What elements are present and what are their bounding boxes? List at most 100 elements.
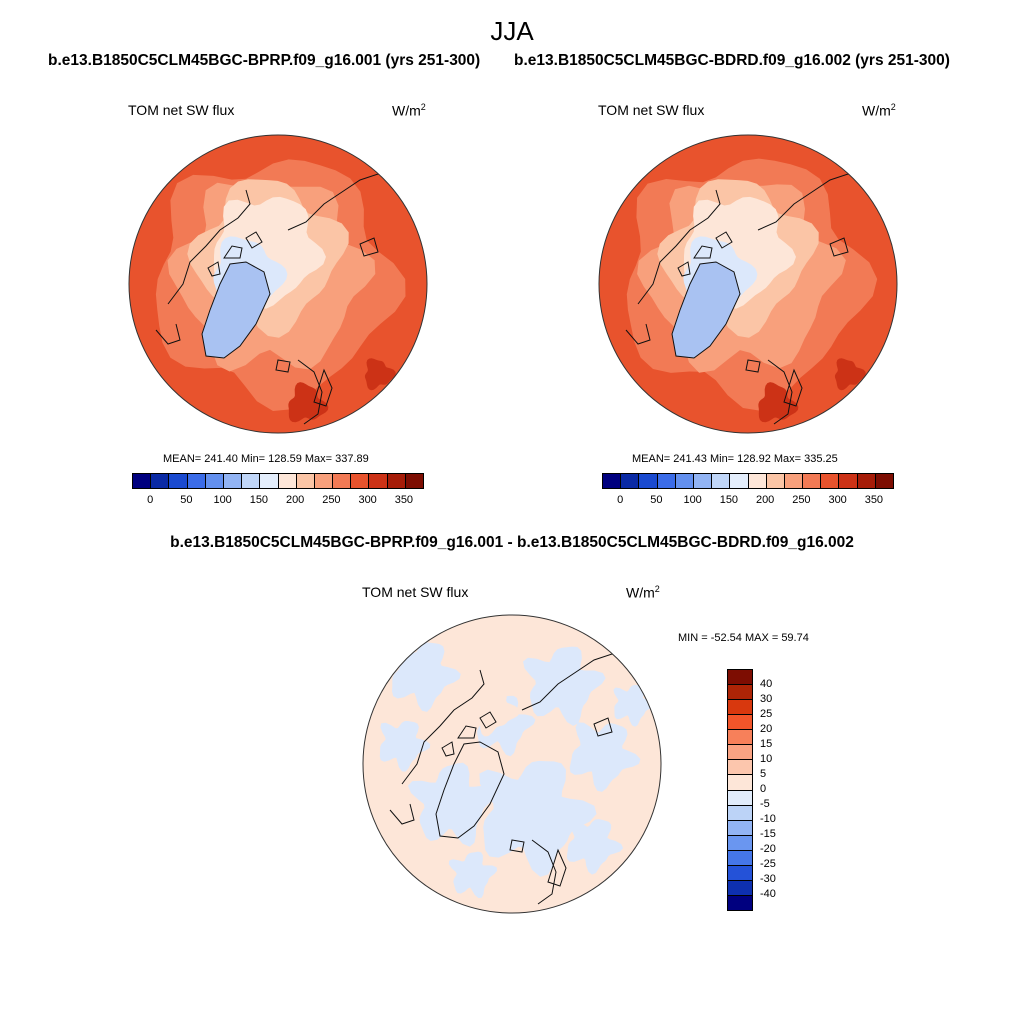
coastline: [745, 237, 849, 373]
coastline: [389, 803, 415, 825]
coastline: [297, 359, 333, 425]
coastline: [637, 189, 721, 305]
colorbar-diff-tick-label: 10: [760, 753, 773, 765]
season-title: JJA: [490, 16, 534, 46]
colorbar-right: [602, 473, 894, 489]
colorbar-diff-swatch: [728, 865, 752, 881]
colorbar-right-swatch: [621, 474, 640, 488]
diff-positive-patch: [466, 683, 520, 737]
diff-negative-patch: [569, 722, 641, 792]
colorbar-right-swatch: [839, 474, 858, 488]
panel-left-stats: MEAN= 241.40 Min= 128.59 Max= 337.89: [163, 453, 369, 465]
colorbar-diff-swatch: [728, 730, 752, 746]
colorbar-left-swatch: [223, 474, 243, 488]
panel-left-units: W/m2: [392, 102, 426, 119]
colorbar-right-swatch: [803, 474, 822, 488]
colorbar-right-tick-label: 300: [828, 494, 847, 506]
colorbar-right-swatch: [712, 474, 731, 488]
colorbar-diff-tick-label: 0: [760, 783, 767, 795]
coastline: [275, 237, 379, 373]
colorbar-diff-tick-label: 40: [760, 678, 773, 690]
panel-left-variable: TOM net SW flux: [128, 102, 235, 118]
colorbar-left-swatch: [387, 474, 406, 488]
colorbar-left-tick-label: 100: [213, 494, 232, 506]
coastline: [167, 189, 251, 305]
diff-stats: MIN = -52.54 MAX = 59.74: [678, 632, 809, 644]
colorbar-diff-tick-label: 5: [760, 768, 767, 780]
coastline: [401, 669, 485, 785]
colorbar-right-swatch: [603, 474, 622, 488]
colorbar-diff-swatch: [728, 880, 752, 896]
colorbar-right-swatch: [657, 474, 676, 488]
colorbar-right-swatch: [766, 474, 785, 488]
colorbar-left: [132, 473, 424, 489]
colorbar-left-swatch: [351, 474, 370, 488]
map-right-boundary: [598, 134, 898, 434]
colorbar-right-tick-label: 150: [719, 494, 739, 506]
map-left-boundary: [128, 134, 428, 434]
colorbar-diff-tick-label: -30: [760, 873, 776, 885]
colorbar-right-tick-label: 200: [755, 494, 775, 506]
colorbar-right-ticks: 0 50 100 150 200 250 300 350: [602, 494, 892, 508]
coastline: [625, 323, 651, 345]
map-left-greenland: [202, 262, 270, 358]
coastline: [767, 359, 803, 425]
colorbar-diff-swatch: [728, 700, 752, 716]
map-left-asia-max: [364, 358, 396, 391]
coastline: [207, 231, 263, 277]
colorbar-diff-swatch: [728, 820, 752, 836]
coastline: [671, 261, 741, 359]
colorbar-diff-swatch: [728, 835, 752, 851]
colorbar-diff-tick-label: -20: [760, 843, 776, 855]
colorbar-left-tick-label: 0: [147, 494, 154, 506]
polar-map-right: [598, 134, 898, 434]
colorbar-left-ticks: 0 50 100 150 200 250 300 350: [132, 494, 422, 508]
colorbar-diff-swatch: [728, 775, 752, 791]
polar-map-left: [128, 134, 428, 434]
colorbar-right-tick-label: 100: [683, 494, 702, 506]
colorbar-left-swatch: [314, 474, 334, 488]
diff-negative-patch: [479, 760, 597, 877]
colorbar-diff-tick-label: -5: [760, 798, 770, 810]
colorbar-diff-swatch: [728, 685, 752, 701]
colorbar-left-tick-label: 200: [285, 494, 305, 506]
coastline: [441, 711, 497, 757]
coastline: [509, 717, 613, 853]
colorbar-diff-tick-label: -40: [760, 888, 776, 900]
coastline: [531, 839, 567, 905]
colorbar-diff-swatch: [728, 850, 752, 866]
colorbar-right-swatch: [821, 474, 840, 488]
panel-right-stats: MEAN= 241.43 Min= 128.92 Max= 335.25: [632, 453, 838, 465]
colorbar-right-swatch: [748, 474, 767, 488]
colorbar-diff: [727, 669, 753, 911]
coastline: [201, 261, 271, 359]
colorbar-diff-tick-label: 15: [760, 738, 773, 750]
map-right-greenland: [672, 262, 740, 358]
colorbar-left-swatch: [405, 474, 423, 488]
colorbar-left-swatch: [169, 474, 188, 488]
colorbar-left-swatch: [369, 474, 388, 488]
colorbar-diff-tick-label: 25: [760, 708, 773, 720]
colorbar-right-tick-label: 250: [792, 494, 811, 506]
colorbar-left-swatch: [187, 474, 206, 488]
colorbar-diff-swatch: [728, 715, 752, 731]
diff-variable: TOM net SW flux: [362, 584, 469, 600]
colorbar-left-swatch: [278, 474, 297, 488]
diff-negative-patch: [613, 684, 656, 727]
colorbar-diff-swatch: [728, 670, 752, 686]
colorbar-left-tick-label: 250: [322, 494, 341, 506]
diff-map-boundary: [362, 614, 662, 914]
polar-map-diff: [362, 614, 662, 914]
colorbar-diff-swatch: [728, 760, 752, 776]
colorbar-right-tick-label: 350: [864, 494, 884, 506]
colorbar-right-swatch: [639, 474, 658, 488]
colorbar-diff-swatch: [728, 805, 752, 821]
colorbar-right-swatch: [693, 474, 713, 488]
coastline: [155, 323, 181, 345]
diff-negative-patch: [448, 851, 498, 899]
colorbar-left-swatch: [242, 474, 261, 488]
colorbar-right-swatch: [675, 474, 694, 488]
panel-left-case-title: b.e13.B1850C5CLM45BGC-BPRP.f09_g16.001 (…: [48, 52, 481, 69]
colorbar-right-tick-label: 50: [650, 494, 663, 506]
colorbar-diff-swatch: [728, 895, 752, 910]
